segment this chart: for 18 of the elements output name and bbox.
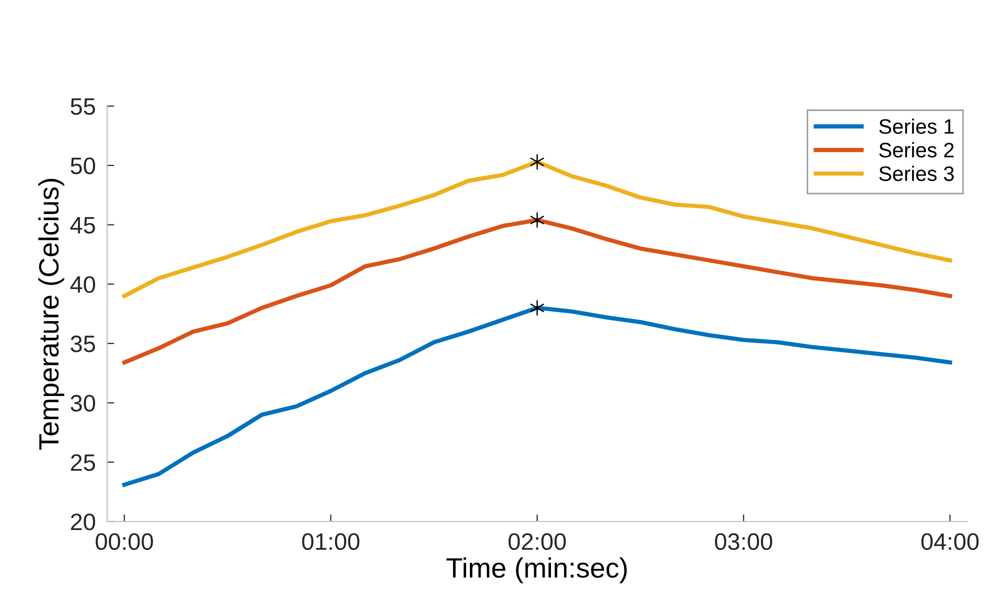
y-tick-label: 35	[70, 336, 96, 352]
y-tick-label: 20	[70, 514, 96, 530]
legend-label: Series 2	[879, 142, 954, 158]
x-tick-label: 03:00	[714, 533, 772, 550]
y-tick-label: 30	[70, 394, 96, 412]
x-axis-title: Time (min:sec)	[446, 557, 627, 584]
x-tick-label: 04:00	[921, 533, 979, 550]
legend-label: Series 3	[879, 166, 954, 182]
y-tick-label: 45	[70, 217, 96, 234]
y-tick-label: 40	[70, 276, 96, 293]
x-tick-label: 01:00	[302, 533, 360, 550]
y-tick-label: 50	[70, 158, 96, 174]
y-tick-label: 55	[70, 98, 96, 115]
x-tick-label: 00:00	[96, 533, 153, 550]
x-tick-label: 02:00	[508, 533, 566, 550]
legend-label: Series 1	[879, 118, 954, 134]
y-tick-label: 25	[70, 454, 96, 471]
y-axis-title: Temperature (Celcius)	[38, 178, 64, 450]
